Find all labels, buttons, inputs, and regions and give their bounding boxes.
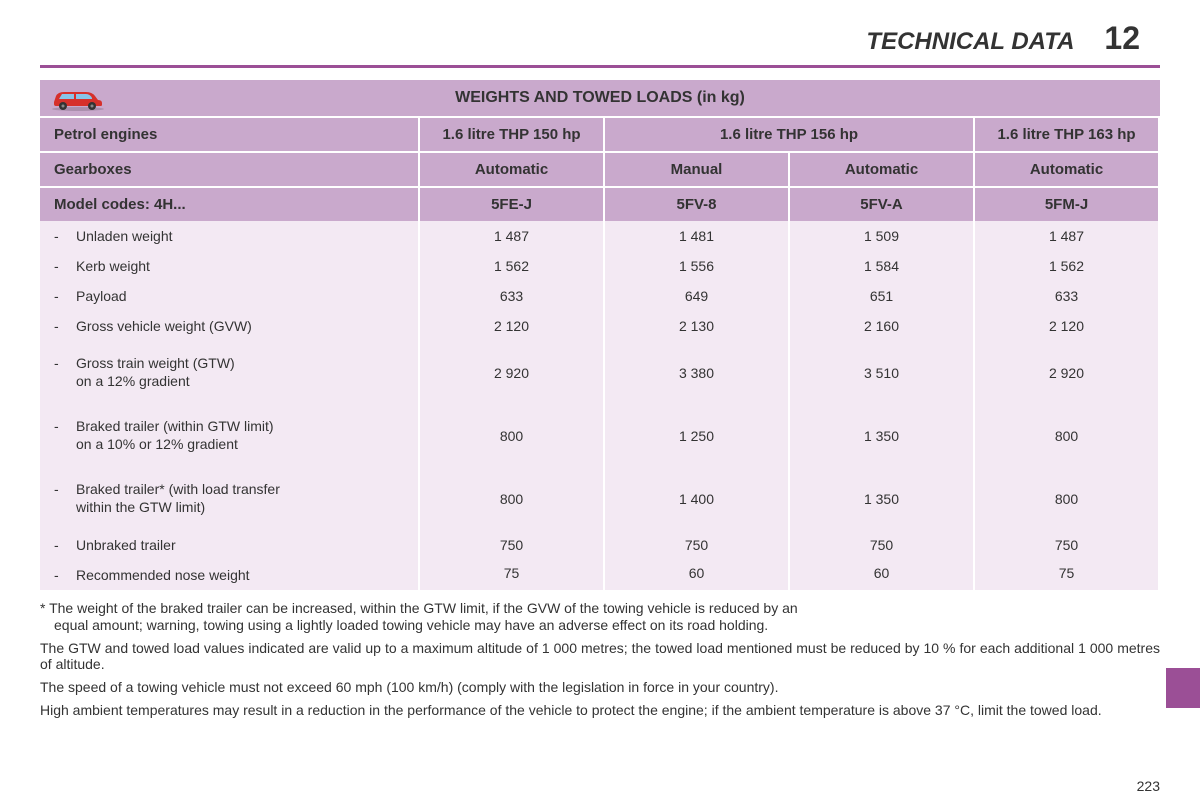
row-label-text: Braked trailer (within GTW limit) on a 1… [76,418,274,453]
data-cell: 2 130 [605,311,790,341]
data-cell: 1 350 [790,467,975,530]
footnotes: * The weight of the braked trailer can b… [40,600,1160,719]
data-cell: 1 481 [605,221,790,251]
side-tab [1166,668,1200,708]
row-label: -Braked trailer (within GTW limit) on a … [40,404,420,467]
hdr-code-3: 5FV-A [790,186,975,221]
row-label-text: Gross vehicle weight (GVW) [76,318,252,334]
data-cell: 1 250 [605,404,790,467]
hdr-engines-label: Petrol engines [40,116,420,151]
hdr-codes-label: Model codes: 4H... [40,186,420,221]
data-cell: 60 [790,560,975,590]
data-cell: 800 [420,404,605,467]
data-cell: 75 [975,560,1160,590]
hdr-gb-4: Automatic [975,151,1160,186]
row-label: -Gross train weight (GTW) on a 12% gradi… [40,341,420,404]
section-number: 12 [1104,20,1140,57]
row-label: -Kerb weight [40,251,420,281]
data-cell: 1 556 [605,251,790,281]
data-cell: 2 160 [790,311,975,341]
data-cell: 1 487 [420,221,605,251]
data-cell: 750 [975,530,1160,560]
data-cell: 1 400 [605,467,790,530]
header: TECHNICAL DATA 12 [40,20,1160,57]
note-2: The GTW and towed load values indicated … [40,640,1160,674]
data-cell: 2 920 [420,341,605,404]
data-cell: 1 562 [420,251,605,281]
page-container: TECHNICAL DATA 12 WEIGHTS AND TOWED LOAD… [0,0,1200,735]
data-cell: 633 [975,281,1160,311]
data-cell: 800 [975,404,1160,467]
row-label-text: Kerb weight [76,258,150,274]
row-label: -Payload [40,281,420,311]
data-cell: 1 584 [790,251,975,281]
row-label: -Gross vehicle weight (GVW) [40,311,420,341]
section-title: TECHNICAL DATA [866,28,1074,56]
hdr-gearboxes-label: Gearboxes [40,151,420,186]
row-label-text: Recommended nose weight [76,567,250,583]
data-cell: 633 [420,281,605,311]
row-label: -Recommended nose weight [40,560,420,590]
data-cell: 750 [420,530,605,560]
data-cell: 75 [420,560,605,590]
data-cell: 2 120 [975,311,1160,341]
hdr-code-1: 5FE-J [420,186,605,221]
row-label-text: Payload [76,288,127,304]
data-cell: 1 350 [790,404,975,467]
hdr-code-4: 5FM-J [975,186,1160,221]
table-title-row: WEIGHTS AND TOWED LOADS (in kg) [40,80,1160,116]
row-label: -Unladen weight [40,221,420,251]
row-label-text: Unladen weight [76,228,173,244]
car-icon [48,84,108,117]
data-cell: 2 120 [420,311,605,341]
row-label-text: Gross train weight (GTW) on a 12% gradie… [76,355,235,390]
data-cell: 1 562 [975,251,1160,281]
hdr-gb-2: Manual [605,151,790,186]
hdr-engine-2: 1.6 litre THP 156 hp [605,116,975,151]
divider-line [40,65,1160,68]
data-cell: 800 [420,467,605,530]
note-1: * The weight of the braked trailer can b… [40,600,1160,634]
data-cell: 750 [790,530,975,560]
row-label: -Unbraked trailer [40,530,420,560]
row-label: -Braked trailer* (with load transfer wit… [40,467,420,530]
data-cell: 3 510 [790,341,975,404]
data-cell: 2 920 [975,341,1160,404]
data-cell: 750 [605,530,790,560]
data-table: WEIGHTS AND TOWED LOADS (in kg) Petrol e… [40,80,1160,590]
note-4: High ambient temperatures may result in … [40,702,1160,719]
data-cell: 60 [605,560,790,590]
data-cell: 1 487 [975,221,1160,251]
table-grid: Petrol engines 1.6 litre THP 150 hp 1.6 … [40,116,1160,590]
page-number: 223 [1137,778,1160,794]
table-title: WEIGHTS AND TOWED LOADS (in kg) [40,89,1160,107]
data-cell: 3 380 [605,341,790,404]
hdr-gb-1: Automatic [420,151,605,186]
hdr-engine-3: 1.6 litre THP 163 hp [975,116,1160,151]
row-label-text: Unbraked trailer [76,537,176,553]
data-cell: 651 [790,281,975,311]
note-3: The speed of a towing vehicle must not e… [40,679,1160,696]
data-cell: 1 509 [790,221,975,251]
row-label-text: Braked trailer* (with load transfer with… [76,481,280,516]
hdr-code-2: 5FV-8 [605,186,790,221]
data-cell: 800 [975,467,1160,530]
hdr-gb-3: Automatic [790,151,975,186]
hdr-engine-1: 1.6 litre THP 150 hp [420,116,605,151]
data-cell: 649 [605,281,790,311]
